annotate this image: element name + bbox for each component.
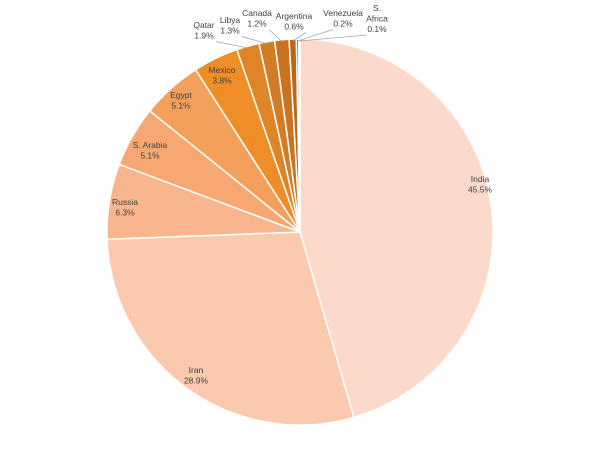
leader-line-canada [268,29,283,43]
slice-label-russia: Russia 6.3% [112,197,138,218]
pie-slices [106,38,494,426]
slice-labels: India 45.5% Iran 28.9% Russia 6.3% S. Arabia 5.… [112,3,492,386]
slice-label-qatar: Qatar 1.9% [193,20,214,41]
slice-label-mexico: Mexico 3.8% [209,65,236,86]
leader-lines [215,29,368,49]
slice-label-iran: Iran 28.9% [184,365,209,386]
slice-label-libya: Libya 1.3% [220,15,241,36]
leader-line-argentina [292,32,307,42]
slice-label-argentina: Argentina 0.6% [276,11,313,32]
leader-line-qatar [215,41,249,49]
slice-label-s-arabia: S. Arabia 5.1% [133,140,168,161]
pie-slice-s-africa [298,38,301,233]
slice-label-canada: Canada 1.2% [242,8,272,29]
slice-label-s-africa: S. Africa 0.1% [366,3,388,34]
pie-slice-iran [106,231,355,426]
slice-label-india: India 45.5% [468,174,493,195]
leader-line-s-africa [299,34,368,42]
pie-slice-india [299,38,494,419]
slice-label-egypt: Egypt 5.1% [170,90,192,111]
slice-label-venezuela: Venezuela 0.2% [323,8,363,29]
leader-line-venezuela [297,29,334,42]
leader-line-libya [241,36,268,45]
